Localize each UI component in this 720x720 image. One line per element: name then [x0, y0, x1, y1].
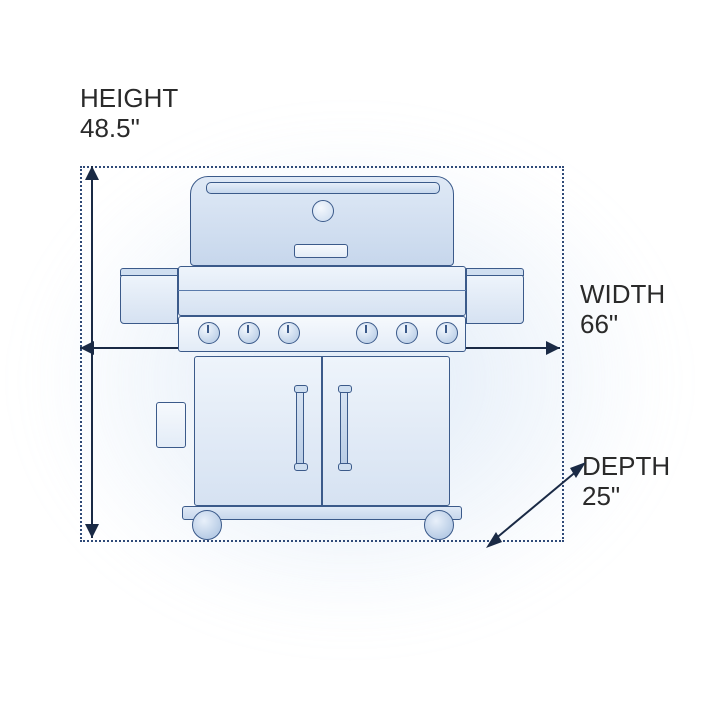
depth-label: DEPTH 25" — [582, 452, 670, 512]
grill-shelf-right — [466, 274, 524, 324]
arrow-down-icon — [85, 524, 99, 538]
depth-title: DEPTH — [582, 452, 670, 482]
grill-knob — [436, 322, 458, 344]
grill-knob — [396, 322, 418, 344]
grill-base — [182, 506, 462, 520]
grill-knob — [198, 322, 220, 344]
grill-knob — [278, 322, 300, 344]
grill-door-handle-right — [340, 388, 348, 468]
grill-control-panel — [178, 316, 466, 352]
arrow-right-icon — [546, 341, 560, 355]
width-value: 66" — [580, 310, 665, 340]
height-value: 48.5" — [80, 114, 178, 144]
width-title: WIDTH — [580, 280, 665, 310]
grill-shelf-right-rim — [466, 268, 524, 276]
arrow-left-icon — [80, 341, 94, 355]
grill-door-seam — [321, 356, 323, 506]
grill-cookbox — [178, 266, 466, 316]
dimension-diagram: { "canvas": { "w": 720, "h": 720, "backg… — [0, 0, 720, 720]
grill-wheel — [192, 510, 222, 540]
grill-shelf-left — [120, 274, 178, 324]
grill-shelf-left-rim — [120, 268, 178, 276]
width-label: WIDTH 66" — [580, 280, 665, 340]
depth-value: 25" — [582, 482, 670, 512]
grill-lid-handle — [206, 182, 440, 194]
grill-knob — [238, 322, 260, 344]
height-label: HEIGHT 48.5" — [80, 84, 178, 144]
grill-logo-plate — [294, 244, 348, 258]
grill-door-handle-left — [296, 388, 304, 468]
height-title: HEIGHT — [80, 84, 178, 114]
grill-cookbox-seam — [178, 290, 466, 291]
grill-thermometer-icon — [312, 200, 334, 222]
depth-dim-line — [486, 462, 586, 548]
grill-wheel — [424, 510, 454, 540]
grill-knob — [356, 322, 378, 344]
grill-tank-box — [156, 402, 186, 448]
arrow-up-icon — [85, 166, 99, 180]
